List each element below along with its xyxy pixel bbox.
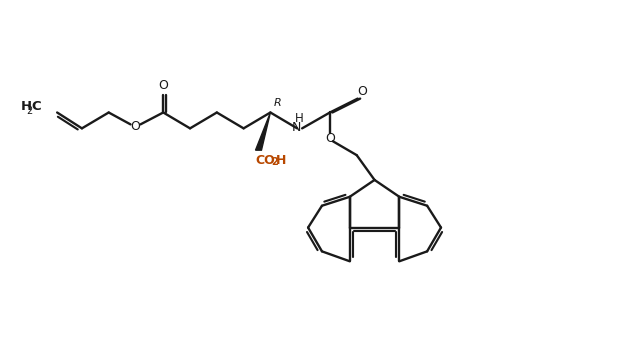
Text: C: C — [31, 100, 41, 113]
Text: N: N — [292, 121, 301, 134]
Text: H: H — [276, 154, 287, 167]
Text: O: O — [131, 120, 140, 133]
Text: H: H — [295, 112, 304, 125]
Text: O: O — [358, 85, 368, 98]
Text: O: O — [325, 132, 335, 145]
Text: 2: 2 — [271, 157, 278, 167]
Text: 2: 2 — [26, 106, 32, 116]
Polygon shape — [255, 112, 270, 150]
Text: CO: CO — [255, 154, 275, 167]
Text: H: H — [20, 100, 32, 113]
Text: R: R — [273, 98, 281, 108]
Text: O: O — [159, 79, 168, 92]
